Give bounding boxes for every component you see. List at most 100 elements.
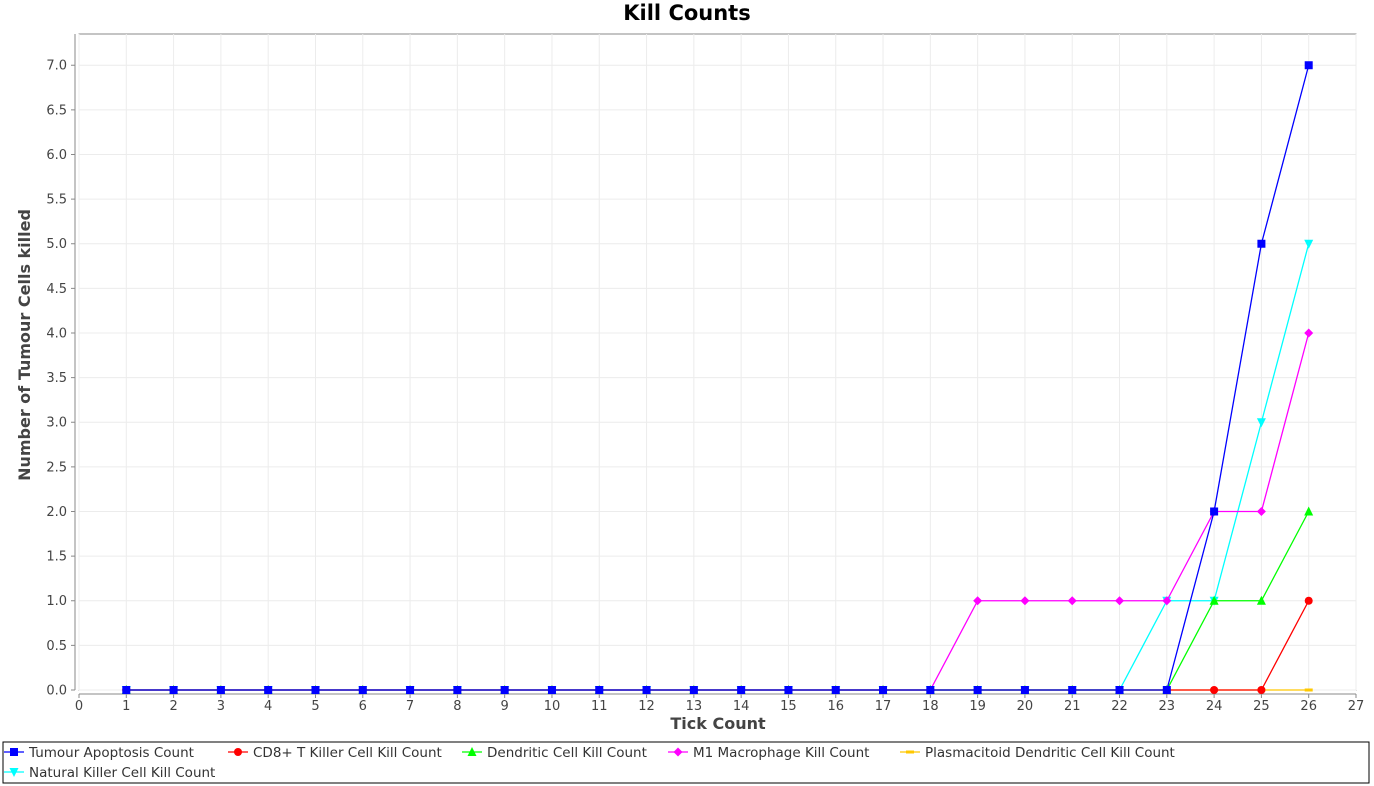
y-tick-label: 1.5	[46, 550, 67, 565]
y-tick-label: 1.0	[46, 594, 67, 609]
y-tick-label: 7.0	[46, 59, 67, 74]
x-tick-label: 23	[1159, 699, 1176, 714]
legend-marker	[10, 748, 18, 756]
data-point-tumour-apoptosis-count	[831, 686, 840, 694]
legend-label: Dendritic Cell Kill Count	[487, 745, 647, 761]
data-point-natural-killer-cell-kill-count	[1304, 239, 1314, 249]
y-tick-label: 2.0	[46, 505, 67, 520]
x-tick-label: 0	[75, 699, 83, 714]
data-point-tumour-apoptosis-count	[1115, 686, 1124, 694]
data-point-tumour-apoptosis-count	[216, 686, 225, 694]
x-tick-label: 7	[406, 699, 414, 714]
legend-marker	[906, 750, 914, 754]
x-tick-label: 22	[1111, 699, 1128, 714]
data-point-cd8-t-killer-cell-kill-count	[1257, 686, 1266, 694]
data-point-tumour-apoptosis-count	[453, 686, 462, 694]
data-point-tumour-apoptosis-count	[1020, 686, 1029, 694]
legend-label: Tumour Apoptosis Count	[28, 745, 194, 761]
x-tick-label: 12	[638, 699, 655, 714]
chart-title: Kill Counts	[623, 1, 750, 25]
data-point-dendritic-cell-kill-count	[1256, 595, 1266, 605]
data-point-tumour-apoptosis-count	[689, 686, 698, 694]
legend: Tumour Apoptosis Count CD8+ T Killer Cell…	[4, 745, 1175, 781]
legend-item-dendritic-cell-kill-count: Dendritic Cell Kill Count	[462, 745, 647, 761]
data-point-tumour-apoptosis-count	[879, 686, 888, 694]
data-point-m1-macrophage-kill-count	[973, 596, 983, 606]
data-point-tumour-apoptosis-count	[500, 686, 509, 694]
y-tick-label: 2.5	[46, 460, 67, 475]
data-point-m1-macrophage-kill-count	[1162, 596, 1172, 606]
axes: 0 1 2 3 4 5 6 7 8 9 10 11 12 13 14 15 16 17 18 19 20 21 22 23 24…	[46, 34, 1364, 714]
x-tick-label: 13	[686, 699, 703, 714]
y-tick-label: 6.5	[46, 103, 67, 118]
series-line-tumour-apoptosis-count	[126, 65, 1310, 691]
data-point-cd8-t-killer-cell-kill-count	[1210, 686, 1219, 694]
data-point-tumour-apoptosis-count	[784, 686, 793, 694]
x-tick-label: 14	[733, 699, 750, 714]
data-point-tumour-apoptosis-count	[547, 686, 556, 694]
x-tick-label: 10	[544, 699, 561, 714]
y-axis-label: Number of Tumour Cells killed	[15, 209, 34, 481]
legend-marker	[673, 747, 683, 757]
data-point-tumour-apoptosis-count	[1068, 686, 1077, 694]
x-tick-label: 20	[1017, 699, 1034, 714]
x-tick-label: 2	[169, 699, 177, 714]
data-point-m1-macrophage-kill-count	[1304, 328, 1314, 338]
series-tumour-apoptosis-count	[122, 61, 1313, 694]
x-tick-label: 27	[1348, 699, 1365, 714]
data-point-dendritic-cell-kill-count	[1209, 595, 1219, 605]
data-point-natural-killer-cell-kill-count	[1256, 418, 1266, 428]
legend-item-tumour-apoptosis-count: Tumour Apoptosis Count	[4, 745, 194, 761]
x-tick-label: 15	[780, 699, 797, 714]
x-tick-label: 1	[122, 699, 130, 714]
data-point-tumour-apoptosis-count	[406, 686, 415, 694]
data-point-tumour-apoptosis-count	[595, 686, 604, 694]
data-point-tumour-apoptosis-count	[737, 686, 746, 694]
y-tick-label: 5.0	[46, 237, 67, 252]
x-tick-label: 3	[217, 699, 225, 714]
data-point-tumour-apoptosis-count	[358, 686, 367, 694]
legend-marker	[9, 768, 19, 777]
plot-area	[78, 33, 1357, 691]
legend-label: Plasmacitoid Dendritic Cell Kill Count	[925, 745, 1175, 761]
x-tick-label: 17	[875, 699, 892, 714]
x-axis-label: Tick Count	[670, 714, 766, 733]
x-tick-label: 11	[591, 699, 608, 714]
x-tick-label: 26	[1300, 699, 1317, 714]
legend-item-natural-killer-cell-kill-count: Natural Killer Cell Kill Count	[4, 765, 215, 781]
y-tick-label: 3.0	[46, 416, 67, 431]
data-point-cd8-t-killer-cell-kill-count	[1304, 596, 1313, 605]
y-tick-label: 6.0	[46, 148, 67, 163]
data-point-tumour-apoptosis-count	[311, 686, 320, 694]
data-point-tumour-apoptosis-count	[122, 686, 131, 694]
legend-marker	[234, 748, 242, 756]
legend-label: CD8+ T Killer Cell Kill Count	[253, 745, 442, 761]
data-point-tumour-apoptosis-count	[973, 686, 982, 694]
data-point-tumour-apoptosis-count	[1257, 239, 1266, 248]
legend-item-plasmacitoid-dendritic-cell-kill-count: Plasmacitoid Dendritic Cell Kill Count	[900, 745, 1175, 761]
x-tick-label: 25	[1253, 699, 1270, 714]
legend-item-m1-macrophage-kill-count: M1 Macrophage Kill Count	[668, 745, 869, 761]
data-point-tumour-apoptosis-count	[926, 686, 935, 694]
x-tick-label: 19	[969, 699, 986, 714]
data-point-tumour-apoptosis-count	[1162, 686, 1171, 694]
y-tick-label: 3.5	[46, 371, 67, 386]
data-point-tumour-apoptosis-count	[1304, 61, 1313, 70]
x-tick-label: 6	[359, 699, 367, 714]
x-tick-label: 4	[264, 699, 272, 714]
data-point-tumour-apoptosis-count	[642, 686, 651, 694]
legend-item-cd8-t-killer-cell-kill-count: CD8+ T Killer Cell Kill Count	[228, 745, 442, 761]
x-tick-label: 21	[1064, 699, 1081, 714]
x-tick-label: 9	[501, 699, 509, 714]
data-point-m1-macrophage-kill-count	[1067, 596, 1077, 606]
data-point-m1-macrophage-kill-count	[1020, 596, 1030, 606]
y-tick-label: 4.0	[46, 326, 67, 341]
y-tick-label: 5.5	[46, 193, 67, 208]
data-point-m1-macrophage-kill-count	[1256, 506, 1266, 516]
legend-box	[2, 741, 1370, 784]
x-tick-label: 8	[453, 699, 461, 714]
data-point-tumour-apoptosis-count	[264, 686, 273, 694]
series-group	[121, 61, 1314, 695]
x-tick-label: 24	[1206, 699, 1223, 714]
